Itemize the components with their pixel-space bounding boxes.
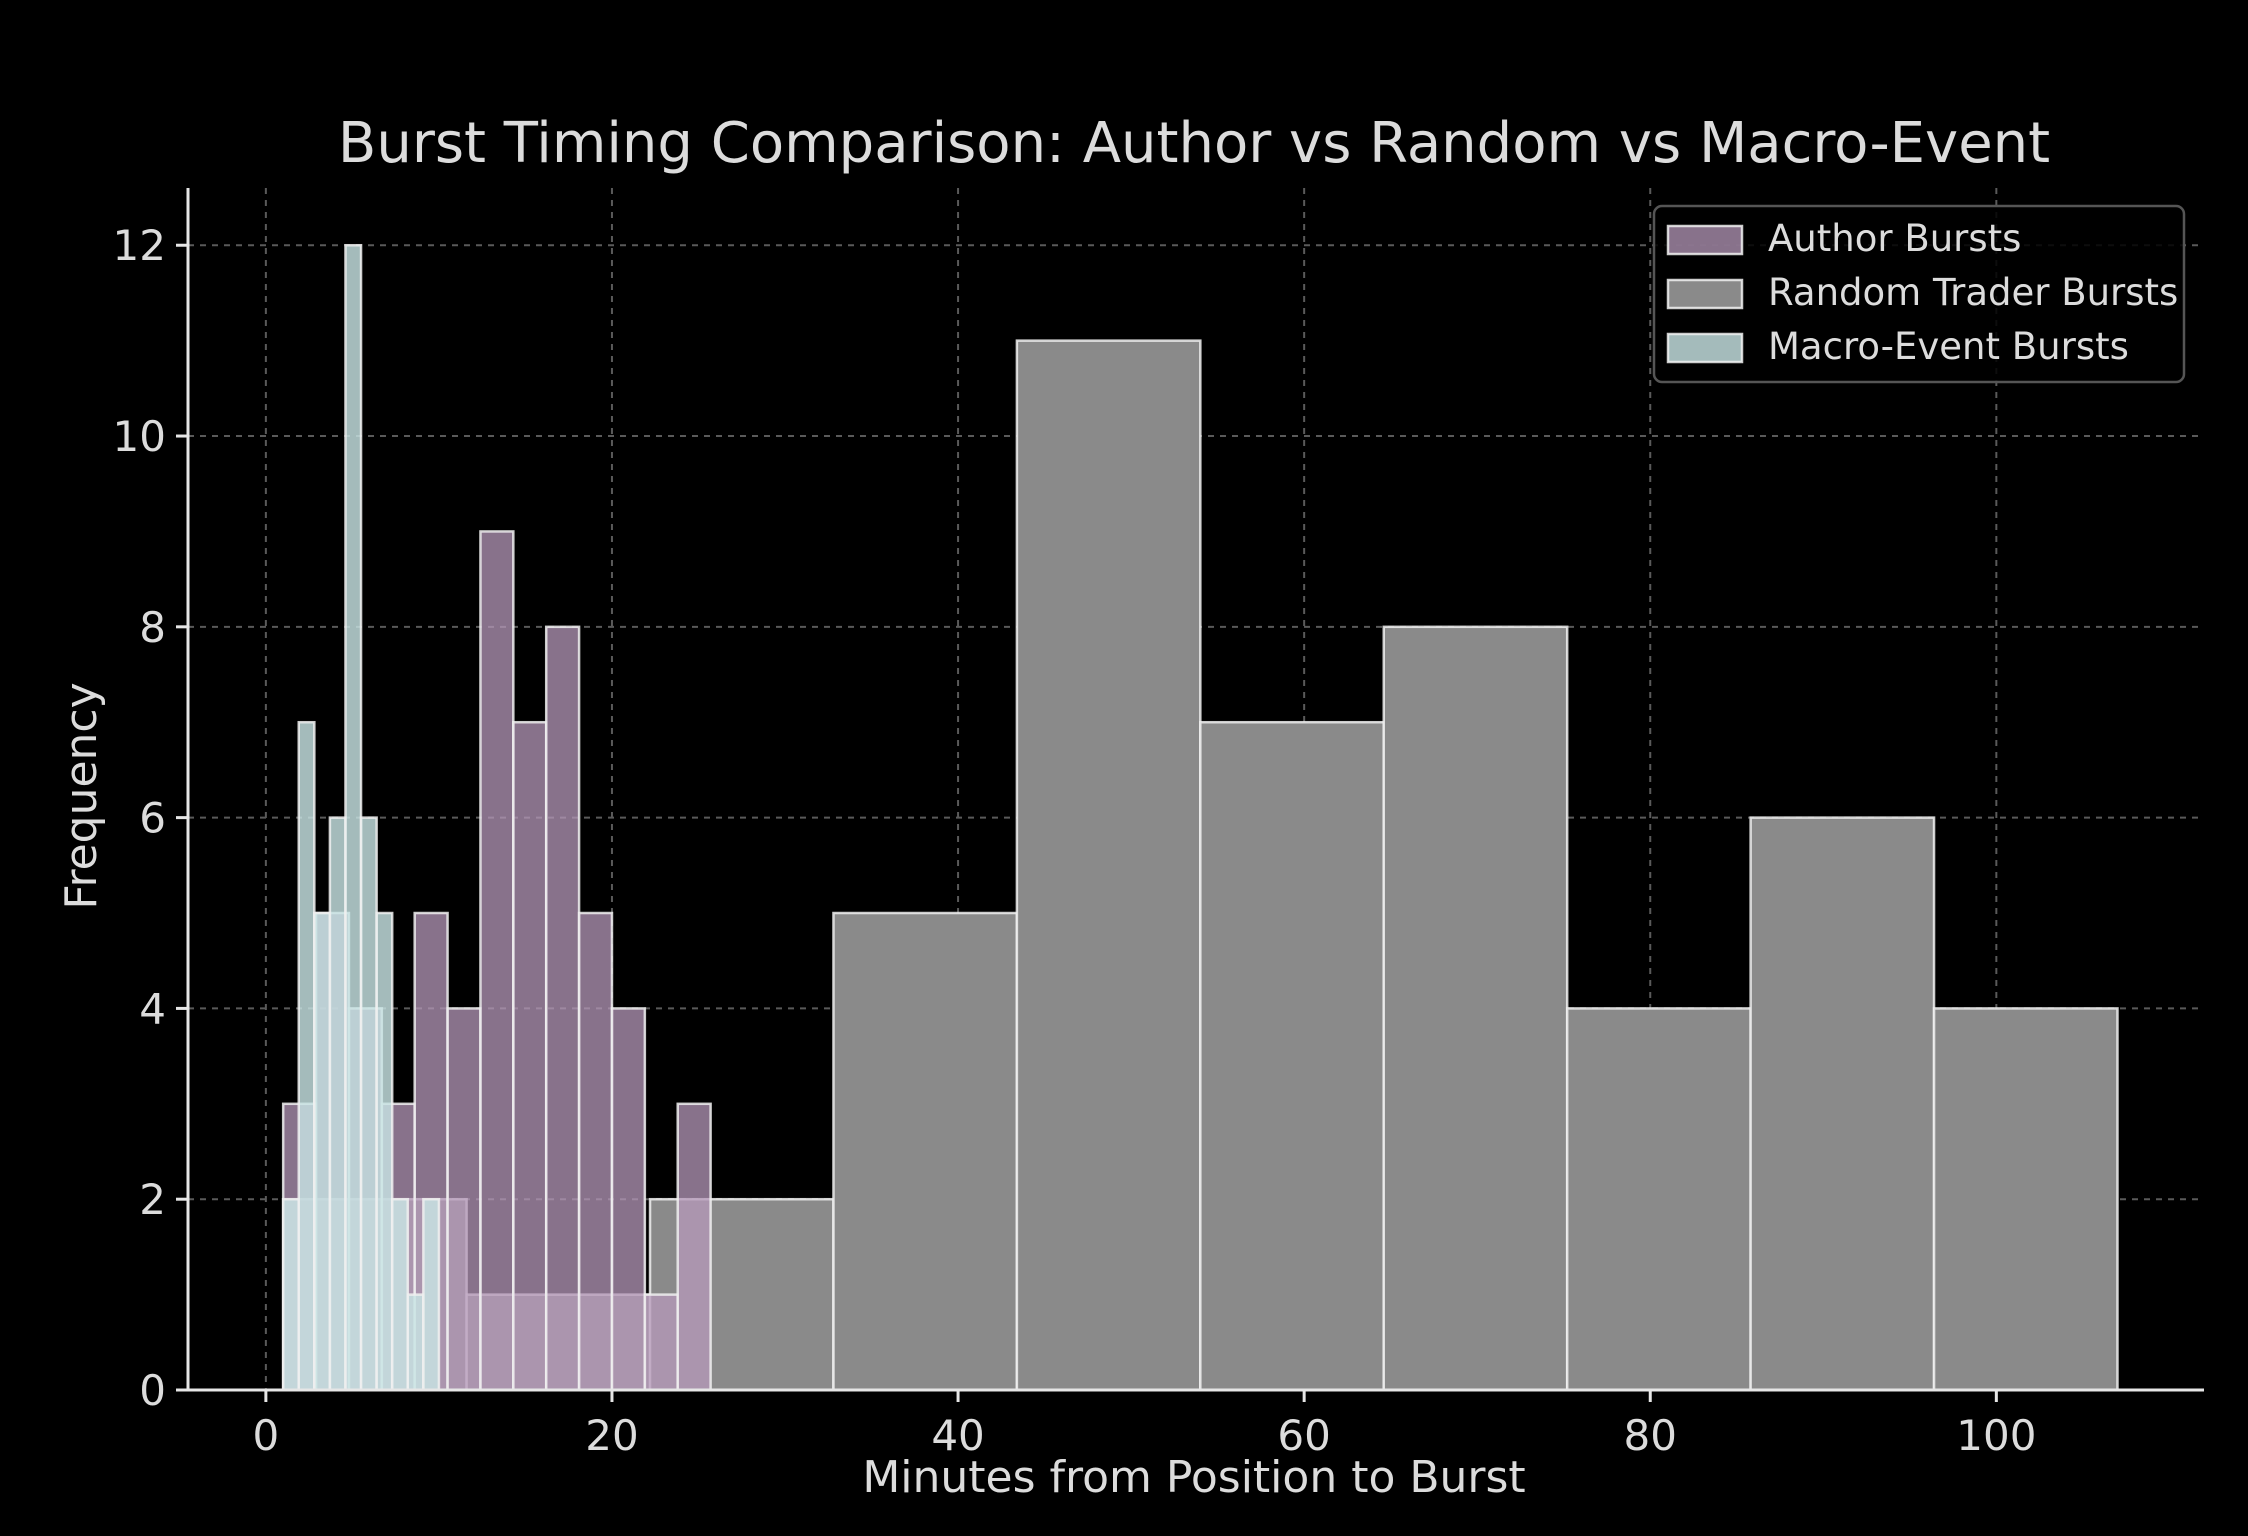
y-tick-label: 8 [139,603,166,652]
legend-swatch-random-trader-bursts [1666,278,1744,310]
y-tick-label: 0 [139,1366,166,1415]
random-trader-bursts-bar [1015,339,1202,1392]
macro-event-bursts-bar [359,816,378,1392]
author-bursts-bar [676,1102,712,1392]
author-bursts-bar [512,720,548,1392]
legend-label-macro-event-bursts: Macro-Event Bursts [1768,325,2129,368]
legend-swatch-macro-event-bursts [1666,332,1744,364]
legend-label-author-bursts: Author Bursts [1768,217,2021,260]
y-tick-label: 10 [113,412,166,461]
macro-event-bursts-bar [406,1293,425,1392]
macro-event-bursts-bar [375,911,394,1392]
x-tick-label: 80 [1624,1411,1677,1460]
x-tick-label: 40 [931,1411,984,1460]
legend-box [1652,204,2186,384]
author-bursts-bar [544,625,581,1392]
x-axis-label: Minutes from Position to Burst [862,1452,1525,1503]
random-trader-bursts-bar [1749,816,1936,1392]
tick-labels: 0 20 40 60 80 100 0 2 4 6 8 10 12 [113,221,2037,1460]
author-bursts-bar [610,1007,647,1392]
x-tick-label: 0 [253,1411,280,1460]
axes [186,188,2204,1392]
author-bursts-bar [577,911,614,1392]
legend: Author Bursts Random Trader Bursts Macro-E… [1652,204,2186,384]
y-tick-label: 2 [139,1175,166,1224]
random-trader-bursts-bar [832,911,1019,1392]
macro-event-bursts-bar [281,1197,301,1392]
y-tick-label: 12 [113,221,166,270]
random-trader-bursts-bar [1382,625,1569,1392]
histogram-bars [281,243,2119,1392]
macro-event-bursts-bar [297,720,316,1392]
macro-event-bursts-bar [328,816,347,1392]
x-tick-label: 20 [585,1411,638,1460]
random-trader-bursts-bar [1932,1007,2119,1392]
macro-event-bursts-bar [390,1197,410,1392]
x-tick-label: 60 [1277,1411,1330,1460]
y-tick-label: 4 [139,984,166,1033]
macro-event-bursts-bar [422,1197,441,1392]
author-bursts-bar [446,1007,482,1392]
legend-swatch-author-bursts [1666,224,1744,256]
macro-event-bursts-bar [313,911,332,1392]
random-trader-bursts-bar [1565,1007,1752,1392]
legend-label-random-trader-bursts: Random Trader Bursts [1768,271,2178,314]
random-trader-bursts-bar [1199,720,1386,1392]
y-tick-label: 6 [139,794,166,843]
author-bursts-bar [479,530,515,1392]
x-tick-label: 100 [1956,1411,2036,1460]
author-bursts-bar [643,1293,679,1392]
y-axis-label: Frequency [56,682,107,909]
macro-event-bursts-bar [344,243,363,1392]
chart-title: Burst Timing Comparison: Author vs Rando… [338,111,2050,176]
